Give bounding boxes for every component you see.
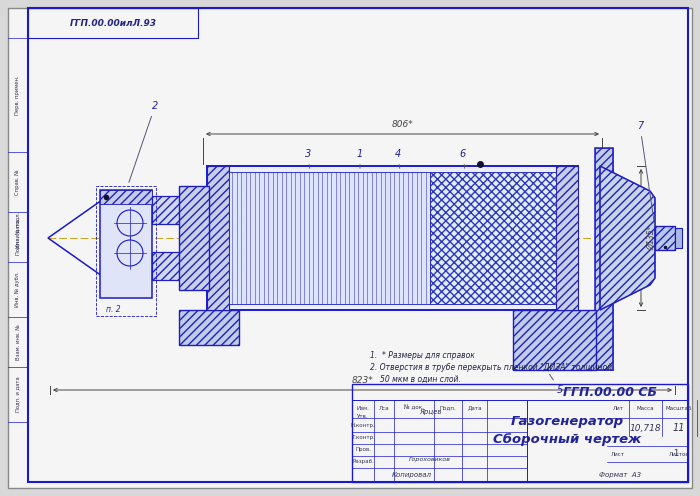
Text: Ярцев: Ярцев	[419, 409, 441, 415]
Bar	[100, 190, 152, 204]
Bar	[513, 310, 596, 370]
Text: 823*: 823*	[351, 376, 373, 385]
Text: Подп. и дата: Подп. и дата	[15, 376, 20, 412]
Bar	[100, 190, 152, 298]
Text: Разраб.: Разраб.	[352, 459, 374, 464]
Text: Лит: Лит	[612, 407, 624, 412]
Text: 11: 11	[673, 423, 685, 433]
Text: Изм.: Изм.	[356, 406, 370, 411]
Bar	[28, 8, 198, 38]
Text: Газогенератор: Газогенератор	[510, 416, 624, 429]
Text: 4: 4	[395, 149, 401, 168]
Text: 50 мкм в один слой.: 50 мкм в один слой.	[380, 375, 461, 384]
Text: 10,718: 10,718	[629, 424, 661, 433]
Text: 1.  * Размеры для справок: 1. * Размеры для справок	[370, 351, 475, 360]
Text: Масса: Масса	[636, 407, 654, 412]
Text: Взам. инв. №: Взам. инв. №	[15, 324, 20, 360]
Text: 2. Отверстия в трубе перекрыть пленкой "ДИЗА" толщиной: 2. Отверстия в трубе перекрыть пленкой "…	[370, 363, 612, 372]
Text: Утв.: Утв.	[357, 415, 369, 420]
Text: п. 2: п. 2	[106, 306, 120, 314]
Text: Инв. № подл.: Инв. № подл.	[15, 212, 20, 248]
Bar	[152, 252, 207, 280]
Text: 1: 1	[357, 149, 363, 168]
Text: Пров.: Пров.	[355, 447, 371, 452]
Text: Ø135*: Ø135*	[647, 226, 656, 250]
Text: 806*: 806*	[391, 120, 414, 129]
Text: 2: 2	[129, 101, 158, 183]
Bar	[430, 172, 556, 304]
Bar	[352, 384, 688, 482]
Text: 5: 5	[550, 374, 563, 395]
Text: Листов: Листов	[668, 451, 690, 456]
Text: 6: 6	[460, 149, 466, 168]
Bar	[179, 186, 209, 290]
Bar	[675, 228, 682, 248]
Bar	[100, 190, 152, 204]
Bar	[179, 310, 239, 345]
Text: 7: 7	[637, 121, 654, 225]
Text: Сборочный чертеж: Сборочный чертеж	[493, 434, 641, 446]
Text: Т.контр.: Т.контр.	[351, 435, 375, 440]
Bar	[207, 166, 578, 310]
Text: Справ. №: Справ. №	[15, 169, 20, 195]
Text: Лса: Лса	[379, 406, 389, 411]
Bar	[513, 310, 596, 370]
Bar	[207, 166, 229, 310]
Text: Подп. и дата: Подп. и дата	[15, 219, 20, 255]
Text: Формат  A3: Формат A3	[599, 472, 641, 478]
Text: Дата: Дата	[467, 406, 482, 411]
Polygon shape	[600, 166, 655, 310]
Text: Лист: Лист	[611, 451, 625, 456]
Bar	[152, 196, 207, 224]
Text: 3: 3	[305, 149, 311, 168]
Polygon shape	[595, 148, 613, 370]
Bar	[152, 252, 207, 280]
Text: ГГП.00.00илЛ.93: ГГП.00.00илЛ.93	[69, 18, 157, 27]
Bar	[152, 196, 207, 224]
Bar	[179, 186, 209, 290]
Text: Масштаб: Масштаб	[666, 407, 692, 412]
Text: Перв. примен.: Перв. примен.	[15, 75, 20, 115]
Bar	[430, 172, 556, 304]
Bar	[556, 166, 578, 310]
Text: Гороховиков: Гороховиков	[409, 457, 451, 462]
Bar	[655, 226, 675, 250]
Bar	[96, 186, 156, 316]
Bar	[179, 310, 239, 345]
Bar	[556, 166, 578, 310]
Text: Копировал: Копировал	[392, 472, 432, 478]
Bar	[207, 166, 229, 310]
Text: Н.контр.: Н.контр.	[351, 423, 375, 428]
Text: Инв. № дубл.: Инв. № дубл.	[15, 272, 20, 308]
Bar	[229, 172, 430, 304]
Bar	[655, 226, 675, 250]
Text: ГГП.00.00 СБ: ГГП.00.00 СБ	[563, 385, 657, 398]
Text: Подп.: Подп.	[440, 406, 456, 411]
Text: 1: 1	[673, 449, 678, 458]
Text: № док.: № док.	[404, 405, 424, 411]
